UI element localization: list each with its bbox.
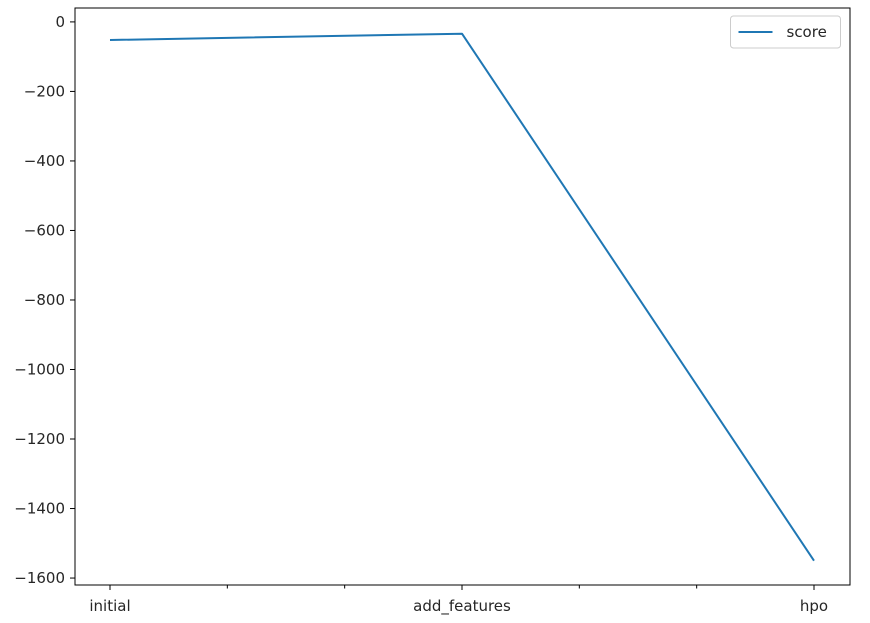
series-line-score <box>109 32 815 562</box>
y-tick-label: −1400 <box>14 500 65 518</box>
y-axis: 0 −200 −400 −600 −800 −1000 −1200 −1400 −1600 <box>14 13 75 587</box>
y-tick-label: −200 <box>24 82 65 100</box>
axes-frame <box>74 7 851 586</box>
x-axis: initial add_features hpo <box>89 585 828 616</box>
y-tick-label: 0 <box>55 13 65 31</box>
y-tick-label: −1000 <box>14 360 65 378</box>
x-tick-label: hpo <box>800 597 828 615</box>
y-tick-label: −800 <box>24 291 65 309</box>
y-tick-label: −400 <box>24 152 65 170</box>
legend: score <box>730 15 841 49</box>
y-tick-label: −1200 <box>14 430 65 448</box>
series-layer <box>109 32 815 562</box>
x-tick-label: initial <box>89 597 130 615</box>
plot-frame <box>74 7 851 586</box>
y-tick-label: −600 <box>24 221 65 239</box>
legend-box <box>730 15 841 49</box>
y-tick-label: −1600 <box>14 569 65 587</box>
x-tick-label: add_features <box>413 597 511 616</box>
legend-label: score <box>787 23 827 41</box>
